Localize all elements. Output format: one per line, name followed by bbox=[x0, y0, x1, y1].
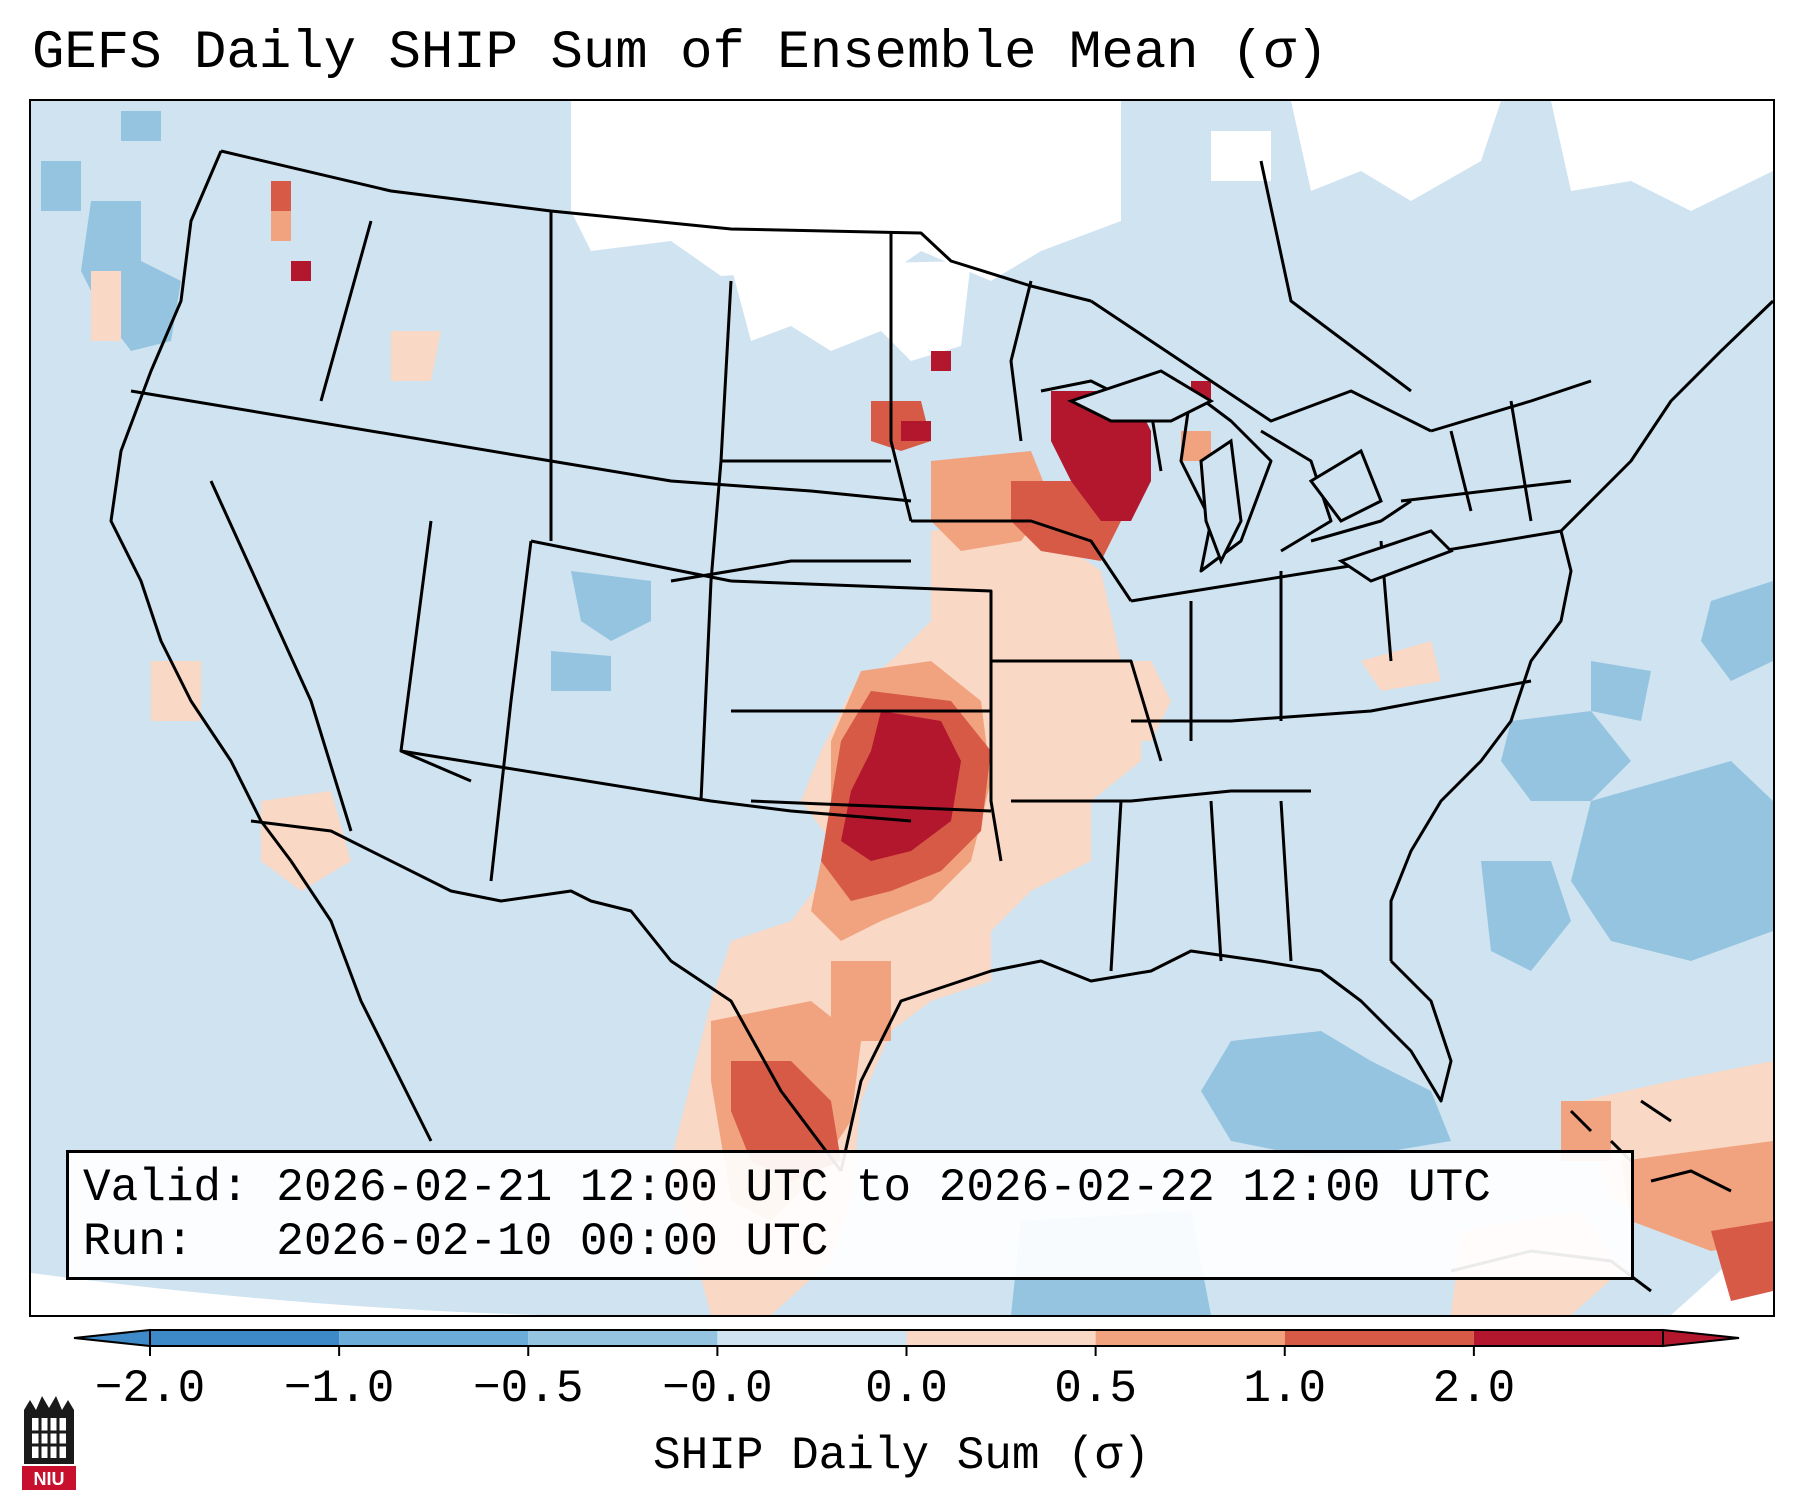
map-title: GEFS Daily SHIP Sum of Ensemble Mean (σ) bbox=[32, 23, 1329, 84]
colorbar-segment bbox=[528, 1330, 718, 1346]
valid-time-line: Valid: 2026-02-21 12:00 UTC to 2026-02-2… bbox=[83, 1162, 1491, 1214]
colorbar-ticks bbox=[149, 1346, 1475, 1356]
colorbar bbox=[73, 1328, 1740, 1356]
colorbar-tick-label: −1.0 bbox=[283, 1363, 395, 1415]
colorbar-label: SHIP Daily Sum (σ) bbox=[653, 1430, 1150, 1482]
colorbar-segment bbox=[1095, 1330, 1285, 1346]
colorbar-segments bbox=[73, 1328, 1740, 1348]
colorbar-segment bbox=[1284, 1330, 1474, 1346]
colorbar-tick-label: 2.0 bbox=[1432, 1363, 1516, 1415]
niu-logo: NIU bbox=[22, 1396, 76, 1490]
colorbar-tick-label: 0.0 bbox=[865, 1363, 948, 1415]
map-panel[interactable] bbox=[29, 99, 1775, 1317]
colorbar-tick-label: −2.0 bbox=[94, 1363, 206, 1415]
canada-near-zero-region bbox=[571, 101, 1773, 361]
extreme-positive-regions bbox=[291, 261, 1211, 861]
svg-text:NIU: NIU bbox=[34, 1469, 65, 1489]
valid-time-info-box: Valid: 2026-02-21 12:00 UTC to 2026-02-2… bbox=[66, 1150, 1634, 1280]
projection-edge-left bbox=[31, 1273, 791, 1315]
colorbar-segment bbox=[1473, 1330, 1663, 1346]
colorbar-tick-label: 1.0 bbox=[1243, 1363, 1327, 1415]
colorbar-tick-label: 0.5 bbox=[1054, 1363, 1138, 1415]
colorbar-extend-max bbox=[1662, 1328, 1740, 1348]
great-lakes bbox=[1067, 369, 1454, 583]
colorbar-extend-min bbox=[73, 1328, 151, 1348]
run-time-line: Run: 2026-02-10 00:00 UTC bbox=[83, 1216, 829, 1268]
colorbar-segment bbox=[150, 1330, 340, 1346]
colorbar-tick-label: −0.5 bbox=[473, 1363, 584, 1415]
colorbar-segment bbox=[717, 1330, 907, 1346]
negative-anomaly-regions bbox=[41, 111, 1773, 1315]
map-canvas bbox=[31, 101, 1773, 1315]
colorbar-segment bbox=[339, 1330, 529, 1346]
colorbar-tick-label: −0.0 bbox=[662, 1363, 773, 1415]
colorbar-segment bbox=[906, 1330, 1096, 1346]
